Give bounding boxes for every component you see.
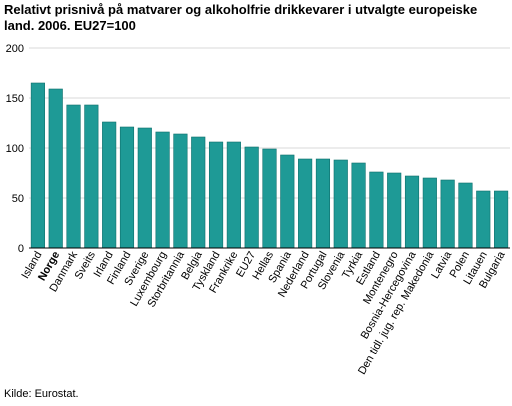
bar [244,146,259,249]
bar [137,127,152,249]
bar [404,175,420,249]
bar [48,88,63,249]
bar [494,190,509,249]
bar [315,158,331,249]
bar [119,126,135,249]
bar [422,177,437,249]
x-axis-labels: IslandNorgeDanmarkSveitsIrlandFinlandSve… [19,249,508,377]
bar [369,171,384,249]
y-tick-label: 100 [6,143,24,155]
bar [262,148,277,249]
y-axis-ticks: 0 50 100 150 200 [6,43,24,255]
bar [84,104,99,249]
source-note: Kilde: Eurostat. [4,388,79,400]
bar [226,141,241,249]
bar [440,179,455,249]
bar [191,136,206,249]
bar [351,162,366,249]
bars [30,82,509,249]
chart-title: Relativt prisnivå på matvarer og alkohol… [4,2,478,33]
bar [155,131,170,249]
bar [30,82,45,249]
y-tick-label: 150 [6,93,24,105]
y-tick-label: 0 [18,243,24,255]
bar [333,159,348,249]
bar [208,141,224,249]
bar [298,158,313,249]
bar [280,154,295,249]
bar [102,121,117,249]
bar [458,182,473,249]
y-tick-label: 50 [12,193,24,205]
bar [476,190,491,249]
bar [66,104,81,249]
bar [387,172,402,249]
y-tick-label: 200 [6,43,24,55]
bar [173,133,188,249]
